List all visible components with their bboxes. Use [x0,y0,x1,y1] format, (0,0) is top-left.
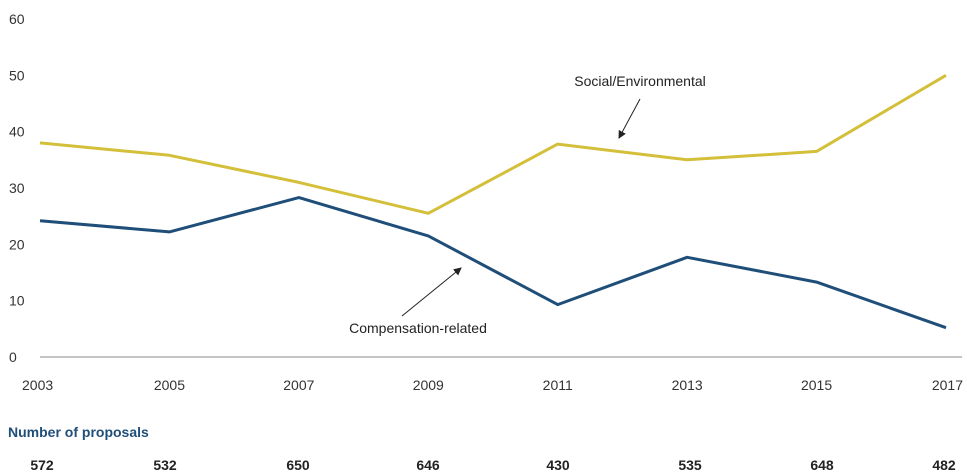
x-tick-label: 2013 [672,377,703,393]
compensation-related-arrow [401,267,462,317]
proposal-count: 646 [416,457,440,473]
proposal-count: 430 [546,457,570,473]
proposal-count: 572 [30,457,54,473]
x-tick-label: 2005 [154,377,185,393]
y-tick-label: 0 [9,349,17,365]
x-tick-label: 2015 [801,377,832,393]
x-tick-label: 2011 [543,377,573,393]
y-tick-label: 10 [9,293,25,309]
social-environmental-arrow [618,98,641,139]
compensation-related-label: Compensation-related [349,320,487,336]
proposal-count: 535 [678,457,702,473]
compensation-related-line [39,196,947,330]
x-tick-label: 2007 [283,377,314,393]
y-tick-label: 30 [9,180,25,196]
y-tick-label: 50 [9,67,25,83]
series-lines [39,74,947,330]
social-environmental-label: Social/Environmental [574,73,706,89]
x-tick-label: 2017 [932,377,963,393]
proposal-count: 482 [932,457,956,473]
x-axis: 2003 2005 2007 2009 2011 2013 2015 2017 [22,377,963,393]
proposal-count: 648 [810,457,834,473]
y-tick-label: 40 [9,124,25,140]
y-tick-label: 20 [9,236,25,252]
y-tick-label: 60 [9,11,25,27]
x-tick-label: 2009 [413,377,444,393]
proposal-count: 532 [153,457,177,473]
proposal-count: 650 [286,457,310,473]
proposals-title: Number of proposals [8,424,149,440]
y-axis: 0 10 20 30 40 50 60 [9,11,25,365]
social-environmental-line [39,74,947,215]
x-tick-label: 2003 [22,377,53,393]
annotations: Social/Environmental Compensation-relate… [349,73,706,336]
